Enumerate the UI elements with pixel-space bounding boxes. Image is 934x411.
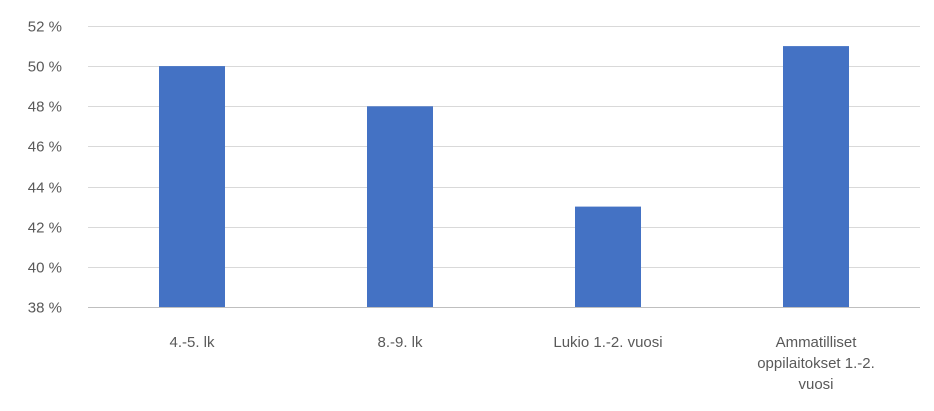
y-tick-label: 40 %: [28, 260, 62, 277]
gridlines: [88, 26, 920, 308]
x-tick-label: Ammatilliset: [776, 334, 858, 351]
y-tick-label: 52 %: [28, 19, 62, 36]
bar: [575, 206, 641, 307]
x-tick-label: 8.-9. lk: [377, 334, 423, 351]
y-tick-label: 38 %: [28, 300, 62, 317]
y-tick-label: 44 %: [28, 180, 62, 197]
x-tick-label: vuosi: [798, 376, 833, 393]
y-tick-label: 46 %: [28, 139, 62, 156]
bars: [159, 46, 849, 307]
y-axis-tick-labels: 38 % 40 % 42 % 44 % 46 % 48 % 50 % 52 %: [28, 19, 62, 317]
x-tick-label: oppilaitokset 1.-2.: [757, 355, 875, 372]
bar: [159, 66, 225, 307]
bar: [783, 46, 849, 307]
y-tick-label: 50 %: [28, 59, 62, 76]
y-tick-label: 48 %: [28, 99, 62, 116]
x-tick-label: Lukio 1.-2. vuosi: [553, 334, 662, 351]
y-tick-label: 42 %: [28, 220, 62, 237]
x-tick-label: 4.-5. lk: [169, 334, 215, 351]
bar: [367, 106, 433, 307]
x-axis-tick-labels: 4.-5. lk 8.-9. lk Lukio 1.-2. vuosi Ammatil…: [169, 334, 874, 393]
